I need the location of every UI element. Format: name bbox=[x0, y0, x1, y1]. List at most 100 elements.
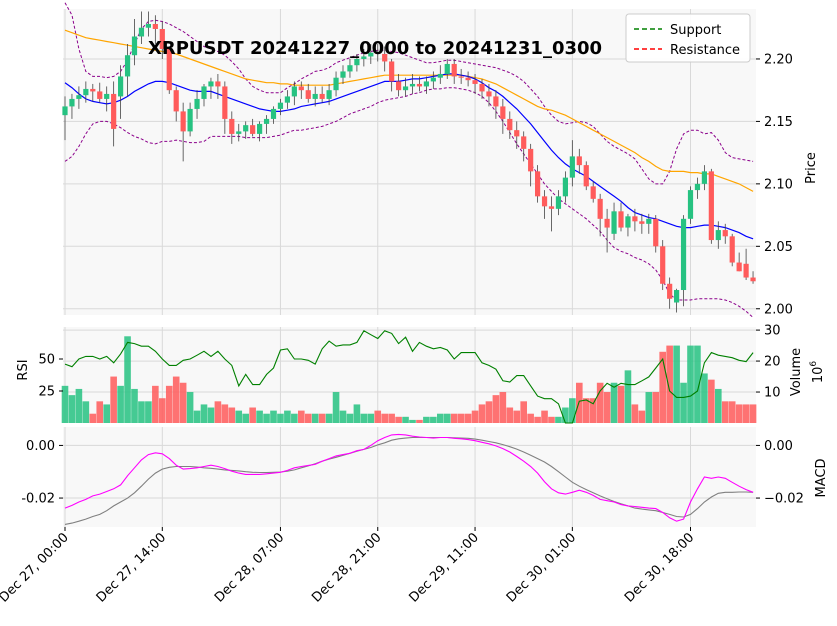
candle-body bbox=[236, 131, 242, 134]
candle-body bbox=[180, 111, 186, 132]
price-tick-label: 2.00 bbox=[764, 302, 793, 317]
candle-body bbox=[444, 63, 450, 74]
x-tick-label: Dec 29, 11:00 bbox=[407, 530, 482, 605]
candle-body bbox=[257, 123, 263, 134]
candle-body bbox=[409, 83, 416, 87]
volume-bar bbox=[701, 373, 708, 423]
volume-bar bbox=[117, 385, 124, 423]
volume-bar bbox=[179, 382, 187, 423]
candle-body bbox=[437, 73, 443, 78]
candle-body bbox=[653, 218, 659, 247]
volume-bar bbox=[165, 385, 173, 423]
candle-body bbox=[694, 183, 701, 191]
candle-body bbox=[667, 283, 673, 299]
volume-tick-label: 30 bbox=[764, 324, 781, 339]
volume-bar bbox=[186, 392, 194, 423]
volume-bar bbox=[221, 404, 229, 423]
bollinger-upper-line bbox=[64, 2, 754, 185]
candle-body bbox=[521, 136, 527, 149]
sma-fast-line bbox=[64, 73, 754, 240]
volume-bar bbox=[75, 388, 83, 423]
candle-body bbox=[347, 65, 353, 72]
candle-body bbox=[416, 83, 423, 87]
candle-body bbox=[660, 246, 666, 284]
macd-signal-line bbox=[64, 436, 754, 525]
price-tick-label: 2.05 bbox=[764, 240, 793, 255]
x-tick-label: Dec 30, 18:00 bbox=[622, 530, 697, 605]
candle-body bbox=[368, 52, 374, 57]
candle-body bbox=[83, 88, 89, 96]
volume-tick-label: 10 bbox=[764, 386, 781, 401]
candle-body bbox=[743, 263, 749, 278]
volume-bar bbox=[193, 410, 201, 423]
candle-body bbox=[625, 216, 631, 228]
candle-body bbox=[194, 98, 200, 109]
volume-bar bbox=[298, 410, 305, 423]
volume-bar bbox=[374, 410, 382, 423]
candle-body bbox=[145, 23, 151, 28]
volume-bar bbox=[395, 416, 402, 423]
volume-bar bbox=[527, 413, 534, 423]
volume-bar bbox=[270, 410, 277, 423]
candle-body bbox=[680, 218, 687, 291]
candle-body bbox=[555, 196, 562, 209]
rsi-line bbox=[64, 330, 754, 424]
candle-body bbox=[166, 48, 172, 91]
candle-body bbox=[159, 28, 165, 49]
candle-body bbox=[263, 118, 270, 124]
volume-bar bbox=[485, 401, 493, 423]
volume-bar bbox=[304, 413, 312, 423]
candle-body bbox=[319, 93, 325, 99]
volume-bar bbox=[666, 345, 673, 423]
candle-body bbox=[229, 118, 235, 134]
candle-body bbox=[514, 130, 520, 137]
volume-bars bbox=[61, 336, 757, 423]
candle-body bbox=[69, 98, 75, 107]
volume-bar bbox=[256, 410, 263, 423]
candle-body bbox=[389, 61, 395, 82]
candle-body bbox=[62, 106, 68, 116]
candle-body bbox=[722, 230, 728, 237]
candle-body bbox=[208, 81, 214, 87]
volume-bar bbox=[652, 392, 660, 423]
x-tick-label: Dec 27, 00:00 bbox=[0, 530, 72, 605]
candle-body bbox=[507, 118, 513, 131]
candle-body bbox=[569, 156, 575, 178]
volume-bar bbox=[492, 395, 500, 423]
volume-bar bbox=[61, 385, 69, 423]
candle-body bbox=[354, 58, 360, 66]
candle-body bbox=[326, 90, 332, 99]
rsi-axis-label: RSI bbox=[16, 359, 31, 380]
candle-body bbox=[291, 86, 297, 97]
volume-bar bbox=[68, 395, 76, 423]
bollinger-lower-line bbox=[64, 87, 754, 318]
candle-body bbox=[131, 36, 138, 56]
volume-bar bbox=[409, 419, 416, 423]
volume-bar bbox=[103, 404, 110, 423]
volume-bar bbox=[464, 413, 472, 423]
volume-bar bbox=[423, 416, 430, 423]
volume-bar bbox=[416, 419, 423, 423]
volume-bar bbox=[603, 392, 611, 423]
volume-bar bbox=[645, 392, 653, 423]
candle-body bbox=[298, 86, 304, 91]
volume-bar bbox=[624, 370, 632, 423]
volume-bar bbox=[638, 410, 646, 423]
volume-bar bbox=[235, 410, 243, 423]
candle-body bbox=[486, 91, 492, 97]
volume-bar bbox=[471, 410, 479, 423]
volume-bar bbox=[242, 413, 249, 423]
candle-body bbox=[597, 198, 603, 219]
candle-body bbox=[674, 290, 680, 303]
volume-bar bbox=[339, 410, 347, 423]
volume-bar bbox=[367, 413, 375, 423]
volume-bar bbox=[548, 416, 555, 423]
volume-bar bbox=[381, 413, 388, 423]
volume-bar bbox=[402, 416, 409, 423]
volume-bar bbox=[694, 345, 701, 423]
price-tick-label: 2.20 bbox=[764, 52, 793, 67]
volume-bar bbox=[131, 388, 138, 423]
volume-bar bbox=[332, 392, 340, 423]
volume-bar bbox=[735, 404, 743, 423]
